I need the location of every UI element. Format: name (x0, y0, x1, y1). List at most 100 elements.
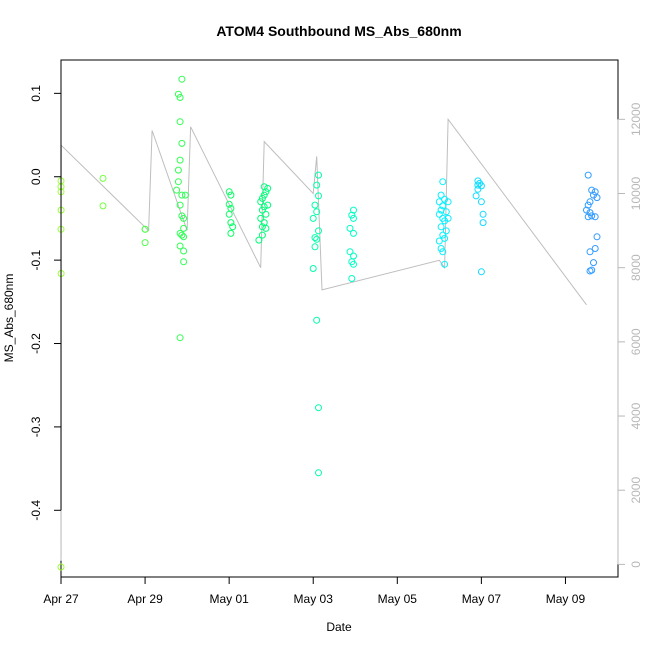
data-point (311, 201, 319, 209)
chart-title: ATOM4 Southbound MS_Abs_680nm (216, 23, 461, 39)
data-point (309, 265, 317, 272)
secondary-series-line (60, 117, 587, 561)
data-point (346, 248, 354, 256)
data-point (99, 174, 107, 182)
data-point (586, 248, 594, 256)
data-point (350, 229, 357, 237)
data-point (435, 210, 443, 218)
data-point (99, 202, 107, 210)
data-point (174, 166, 182, 174)
data-point (180, 247, 188, 255)
data-point (225, 210, 233, 218)
x-tick-label: May 09 (546, 592, 586, 606)
data-point (591, 245, 599, 252)
x-tick-label: May 03 (294, 592, 334, 606)
data-point (176, 118, 184, 126)
data-point (315, 192, 322, 200)
data-point (176, 242, 184, 250)
data-point (257, 198, 265, 206)
data-point (258, 206, 266, 214)
data-point (262, 188, 270, 196)
data-point (474, 185, 482, 193)
data-point (593, 233, 601, 241)
x-tick-label: Apr 27 (43, 592, 79, 606)
data-point (258, 194, 266, 202)
x-tick-label: Apr 29 (127, 592, 163, 606)
x-tick-label: May 01 (209, 592, 249, 606)
x-tick-label: May 07 (462, 592, 502, 606)
data-point (176, 229, 184, 237)
plot-area-frame (60, 59, 619, 578)
y-tick-label: -0.4 (29, 500, 43, 521)
data-point (441, 217, 449, 225)
data-point (176, 334, 184, 342)
data-point (348, 211, 356, 219)
x-tick-label: May 05 (378, 592, 418, 606)
data-point (439, 202, 447, 210)
data-point (180, 224, 188, 232)
x-axis: Apr 27 Apr 29 May 01 May 03 May 05 May 07 May … (43, 576, 586, 606)
y2-tick-label: 4000 (629, 402, 643, 429)
y2-tick-label: 6000 (629, 328, 643, 355)
data-point (264, 184, 272, 192)
data-point (173, 186, 181, 194)
data-point (176, 94, 184, 101)
y-tick-label: 0.0 (29, 168, 43, 185)
data-point (309, 214, 317, 222)
data-point (180, 214, 188, 222)
data-point (178, 231, 186, 239)
data-point (260, 191, 268, 199)
data-point (176, 201, 184, 209)
data-point (311, 234, 319, 242)
data-point (260, 203, 268, 211)
y2-tick-label: 12000 (629, 102, 643, 136)
data-point (227, 191, 235, 199)
data-point (441, 234, 449, 242)
y-tick-label: -0.2 (29, 333, 43, 354)
data-point (586, 209, 594, 217)
data-point (444, 198, 452, 206)
data-point (350, 260, 357, 268)
x-axis-label: Date (326, 620, 352, 634)
data-point (258, 231, 266, 239)
data-point (313, 181, 321, 189)
data-point (584, 201, 592, 209)
data-point (315, 171, 322, 179)
data-point (442, 227, 450, 235)
y-axis-left: -0.4 -0.3 -0.2 -0.1 0.0 0.1 (29, 85, 62, 521)
y2-tick-label: 10000 (629, 177, 643, 211)
data-point (262, 210, 270, 218)
data-point (227, 229, 235, 237)
y-axis-right: 0 2000 4000 6000 8000 10000 12000 (617, 102, 643, 568)
data-point (477, 268, 485, 276)
data-point (593, 194, 601, 202)
data-point (315, 404, 322, 412)
data-point (178, 75, 186, 83)
data-point (439, 178, 447, 186)
data-point (315, 469, 322, 477)
data-point (262, 224, 270, 232)
data-point (474, 181, 482, 189)
secondary-line-layer (60, 117, 587, 561)
data-point (591, 213, 599, 221)
y-tick-label: -0.1 (29, 249, 43, 270)
data-point (225, 200, 233, 208)
data-point (437, 223, 445, 231)
data-point (141, 225, 149, 233)
y-tick-label: -0.3 (29, 416, 43, 437)
data-point (180, 258, 188, 266)
data-point (174, 90, 182, 98)
data-point (584, 171, 592, 179)
data-point (586, 198, 594, 206)
data-point (313, 235, 321, 243)
data-point (350, 214, 357, 222)
y2-tick-label: 0 (629, 561, 643, 568)
data-point (180, 233, 188, 241)
y-tick-label: 0.1 (29, 85, 43, 102)
data-point (264, 201, 272, 209)
data-point (442, 208, 450, 216)
data-point (441, 260, 449, 268)
data-point (586, 267, 594, 275)
data-point (311, 243, 319, 251)
